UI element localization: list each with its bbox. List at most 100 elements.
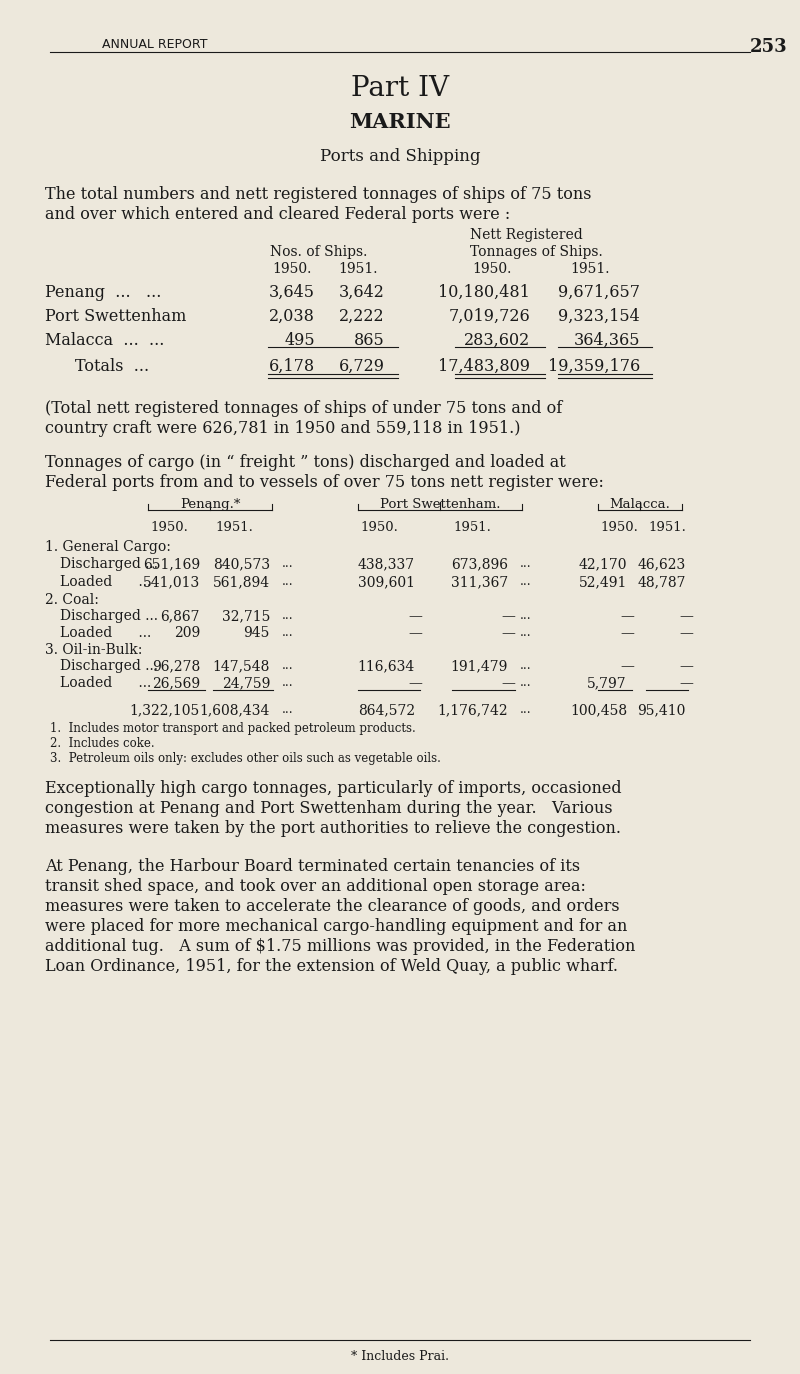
Text: —: — xyxy=(679,609,693,622)
Text: —: — xyxy=(408,609,422,622)
Text: 495: 495 xyxy=(284,333,315,349)
Text: 32,715: 32,715 xyxy=(222,609,270,622)
Text: 6,867: 6,867 xyxy=(161,609,200,622)
Text: Malacca  ...  ...: Malacca ... ... xyxy=(45,333,164,349)
Text: Ports and Shipping: Ports and Shipping xyxy=(320,148,480,165)
Text: ...: ... xyxy=(520,556,532,570)
Text: 865: 865 xyxy=(354,333,385,349)
Text: 2.  Includes coke.: 2. Includes coke. xyxy=(50,736,154,750)
Text: 9,323,154: 9,323,154 xyxy=(558,308,640,326)
Text: measures were taken to accelerate the clearance of goods, and orders: measures were taken to accelerate the cl… xyxy=(45,899,620,915)
Text: 1951.: 1951. xyxy=(215,521,253,534)
Text: 3. Oil-in-Bulk:: 3. Oil-in-Bulk: xyxy=(45,643,142,657)
Text: 46,623: 46,623 xyxy=(638,556,686,572)
Text: Penang  ...   ...: Penang ... ... xyxy=(45,284,162,301)
Text: * Includes Prai.: * Includes Prai. xyxy=(351,1351,449,1363)
Text: 840,573: 840,573 xyxy=(213,556,270,572)
Text: ...: ... xyxy=(282,556,294,570)
Text: 541,013: 541,013 xyxy=(142,574,200,589)
Text: MARINE: MARINE xyxy=(349,113,451,132)
Text: The total numbers and nett registered tonnages of ships of 75 tons: The total numbers and nett registered to… xyxy=(45,185,591,203)
Text: Discharged ...: Discharged ... xyxy=(60,556,158,572)
Text: 309,601: 309,601 xyxy=(358,574,415,589)
Text: ...: ... xyxy=(282,574,294,588)
Text: 42,170: 42,170 xyxy=(578,556,627,572)
Text: 651,169: 651,169 xyxy=(143,556,200,572)
Text: ...: ... xyxy=(520,574,532,588)
Text: Port Swettenham: Port Swettenham xyxy=(45,308,186,326)
Text: 52,491: 52,491 xyxy=(578,574,627,589)
Text: 3,645: 3,645 xyxy=(269,284,315,301)
Text: 17,483,809: 17,483,809 xyxy=(438,359,530,375)
Text: ...: ... xyxy=(282,703,294,716)
Text: 1,322,105: 1,322,105 xyxy=(130,703,200,717)
Text: —: — xyxy=(679,676,693,690)
Text: 1,176,742: 1,176,742 xyxy=(438,703,508,717)
Text: 311,367: 311,367 xyxy=(450,574,508,589)
Text: Malacca.: Malacca. xyxy=(610,497,670,511)
Text: Loaded      ...: Loaded ... xyxy=(60,574,151,589)
Text: ...: ... xyxy=(520,609,532,622)
Text: 1950.: 1950. xyxy=(150,521,188,534)
Text: Loaded      ...: Loaded ... xyxy=(60,676,151,690)
Text: At Penang, the Harbour Board terminated certain tenancies of its: At Penang, the Harbour Board terminated … xyxy=(45,857,580,875)
Text: 5,797: 5,797 xyxy=(587,676,627,690)
Text: 3,642: 3,642 xyxy=(339,284,385,301)
Text: 26,569: 26,569 xyxy=(152,676,200,690)
Text: —: — xyxy=(408,676,422,690)
Text: 95,410: 95,410 xyxy=(638,703,686,717)
Text: and over which entered and cleared Federal ports were :: and over which entered and cleared Feder… xyxy=(45,206,510,223)
Text: ...: ... xyxy=(282,627,294,639)
Text: 438,337: 438,337 xyxy=(358,556,415,572)
Text: —: — xyxy=(620,660,634,673)
Text: 1951.: 1951. xyxy=(453,521,491,534)
Text: 561,894: 561,894 xyxy=(213,574,270,589)
Text: 1950.: 1950. xyxy=(472,262,511,276)
Text: Loan Ordinance, 1951, for the extension of Weld Quay, a public wharf.: Loan Ordinance, 1951, for the extension … xyxy=(45,958,618,976)
Text: 2,222: 2,222 xyxy=(339,308,385,326)
Text: 1950.: 1950. xyxy=(600,521,638,534)
Text: 3.  Petroleum oils only: excludes other oils such as vegetable oils.: 3. Petroleum oils only: excludes other o… xyxy=(50,752,441,765)
Text: additional tug.   A sum of $1.75 millions was provided, in the Federation: additional tug. A sum of $1.75 millions … xyxy=(45,938,635,955)
Text: ...: ... xyxy=(282,676,294,688)
Text: ANNUAL REPORT: ANNUAL REPORT xyxy=(102,38,208,51)
Text: ...: ... xyxy=(520,660,532,672)
Text: —: — xyxy=(501,676,515,690)
Text: 9,671,657: 9,671,657 xyxy=(558,284,640,301)
Text: Discharged ...: Discharged ... xyxy=(60,660,158,673)
Text: 1950.: 1950. xyxy=(360,521,398,534)
Text: ...: ... xyxy=(520,676,532,688)
Text: 209: 209 xyxy=(174,627,200,640)
Text: —: — xyxy=(620,627,634,640)
Text: 364,365: 364,365 xyxy=(574,333,640,349)
Text: were placed for more mechanical cargo-handling equipment and for an: were placed for more mechanical cargo-ha… xyxy=(45,918,627,934)
Text: Discharged ...: Discharged ... xyxy=(60,609,158,622)
Text: ...: ... xyxy=(282,660,294,672)
Text: ...: ... xyxy=(520,703,532,716)
Text: 100,458: 100,458 xyxy=(570,703,627,717)
Text: —: — xyxy=(679,627,693,640)
Text: 1,608,434: 1,608,434 xyxy=(200,703,270,717)
Text: 1.  Includes motor transport and packed petroleum products.: 1. Includes motor transport and packed p… xyxy=(50,721,416,735)
Text: 253: 253 xyxy=(750,38,788,56)
Text: 1951.: 1951. xyxy=(648,521,686,534)
Text: 864,572: 864,572 xyxy=(358,703,415,717)
Text: Penang.*: Penang.* xyxy=(180,497,240,511)
Text: —: — xyxy=(620,609,634,622)
Text: Loaded      ...: Loaded ... xyxy=(60,627,151,640)
Text: —: — xyxy=(679,660,693,673)
Text: Tonnages of cargo (in “ freight ” tons) discharged and loaded at: Tonnages of cargo (in “ freight ” tons) … xyxy=(45,453,566,471)
Text: 1951.: 1951. xyxy=(570,262,610,276)
Text: Port Swettenham.: Port Swettenham. xyxy=(380,497,500,511)
Text: 48,787: 48,787 xyxy=(638,574,686,589)
Text: —: — xyxy=(408,627,422,640)
Text: Nos. of Ships.: Nos. of Ships. xyxy=(270,245,367,260)
Text: ...: ... xyxy=(282,609,294,622)
Text: Tonnages of Ships.: Tonnages of Ships. xyxy=(470,245,602,260)
Text: country craft were 626,781 in 1950 and 559,118 in 1951.): country craft were 626,781 in 1950 and 5… xyxy=(45,420,521,437)
Text: 2,038: 2,038 xyxy=(269,308,315,326)
Text: 147,548: 147,548 xyxy=(213,660,270,673)
Text: 191,479: 191,479 xyxy=(450,660,508,673)
Text: 24,759: 24,759 xyxy=(222,676,270,690)
Text: 945: 945 xyxy=(244,627,270,640)
